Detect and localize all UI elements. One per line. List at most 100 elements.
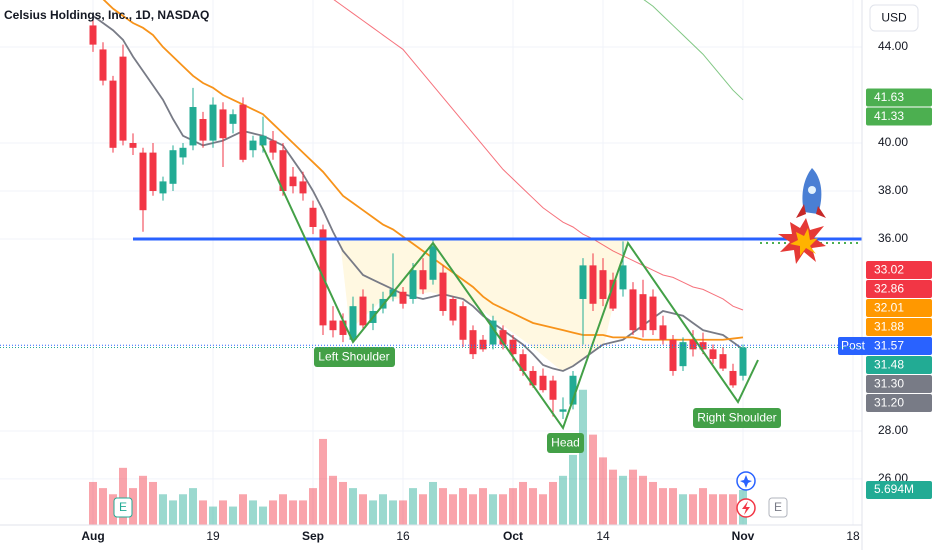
volume-bar (309, 488, 317, 525)
volume-bar (479, 488, 487, 525)
candle-body (649, 296, 657, 331)
price-label: 31.30 (874, 377, 904, 391)
currency-button[interactable] (869, 4, 919, 32)
price-label: 41.33 (874, 109, 904, 123)
candle-body (699, 342, 707, 350)
candle-body (429, 246, 437, 280)
candle-body (189, 107, 197, 146)
explosion-core (790, 228, 818, 256)
candle-body (619, 265, 627, 290)
price-label: 32.86 (874, 282, 904, 296)
right-shoulder-label: Right Shoulder (693, 408, 781, 428)
volume-bar (349, 488, 357, 525)
moving-average (102, 0, 744, 341)
candle-body (129, 143, 137, 148)
price-label-box (866, 356, 932, 375)
volume-bar (589, 434, 597, 525)
volume-label-box (866, 480, 932, 499)
label-box (314, 347, 395, 367)
volume-bar (619, 475, 627, 525)
x-tick-label: Sep (302, 529, 324, 543)
volume-bar (609, 469, 617, 525)
rocket (778, 168, 826, 264)
volume-bar (499, 494, 507, 525)
volume-bar (239, 494, 247, 525)
volume-bar (469, 494, 477, 525)
volume-bar (379, 494, 387, 525)
candle-body (329, 320, 337, 331)
candle-body (569, 375, 577, 405)
candle-body (589, 265, 597, 304)
price-label-box (866, 107, 932, 126)
volume-bar (449, 494, 457, 525)
price-label: 41.63 (874, 90, 904, 104)
news-glyph (740, 475, 752, 488)
volume-bar (189, 488, 197, 525)
volume-bar (419, 494, 427, 525)
volume-bar (399, 500, 407, 525)
candle-body (239, 104, 247, 160)
label-box (693, 408, 781, 428)
rocket-fins (796, 204, 826, 218)
price-label-box (866, 318, 932, 337)
volume-bar (159, 494, 167, 525)
volume-bar (289, 500, 297, 525)
candle-body (109, 80, 117, 148)
volume-bar (169, 500, 177, 525)
candle-body (599, 270, 607, 299)
candle-body (279, 150, 287, 191)
candle-body (659, 325, 667, 340)
volume-bar (569, 454, 577, 525)
volume-bar (359, 494, 367, 525)
volume (89, 389, 747, 525)
candle-body (299, 181, 307, 194)
volume-bar (679, 494, 687, 525)
volume-bar (529, 488, 537, 525)
moving-averages (92, 0, 744, 372)
volume-bar (129, 488, 137, 525)
x-tick-label: 14 (596, 529, 610, 543)
volume-bar (269, 500, 277, 525)
event-badge[interactable] (113, 497, 133, 518)
volume-bar (629, 469, 637, 525)
volume-bar (459, 488, 467, 525)
volume-bar (659, 488, 667, 525)
volume-bar (89, 481, 97, 525)
candle-body (219, 109, 227, 139)
candle-body (559, 409, 567, 412)
x-tick-label: 18 (846, 529, 860, 543)
candle-body (359, 296, 367, 326)
grid (0, 0, 862, 525)
volume-bar (669, 488, 677, 525)
candle-body (289, 176, 297, 187)
price-label-box (866, 280, 932, 299)
x-tick-label: Nov (732, 529, 755, 543)
candle-body (309, 207, 317, 227)
volume-bar (279, 494, 287, 525)
candle-body (529, 370, 537, 386)
annotation: Head (551, 436, 580, 450)
head-label: Head (547, 433, 584, 453)
volume-bar (509, 488, 517, 525)
volume-bar (709, 494, 717, 525)
volume-bar (599, 457, 607, 525)
candle-body (669, 339, 677, 371)
event-icons: E E (113, 471, 788, 518)
volume-label: 5.694M (874, 482, 914, 496)
price-label: 31.48 (874, 358, 904, 372)
x-tick-label: 19 (206, 529, 220, 543)
volume-bar (299, 500, 307, 525)
volume-bar (199, 500, 207, 525)
candle-body (119, 56, 127, 141)
candle-body (499, 330, 507, 345)
volume-bar (489, 494, 497, 525)
price-label-box (866, 375, 932, 394)
moving-average (333, 0, 744, 311)
candle-body (209, 104, 217, 141)
candle-body (89, 25, 97, 45)
price-label: 32.01 (874, 301, 904, 315)
moving-average (643, 0, 744, 101)
event-badge[interactable] (768, 497, 788, 518)
